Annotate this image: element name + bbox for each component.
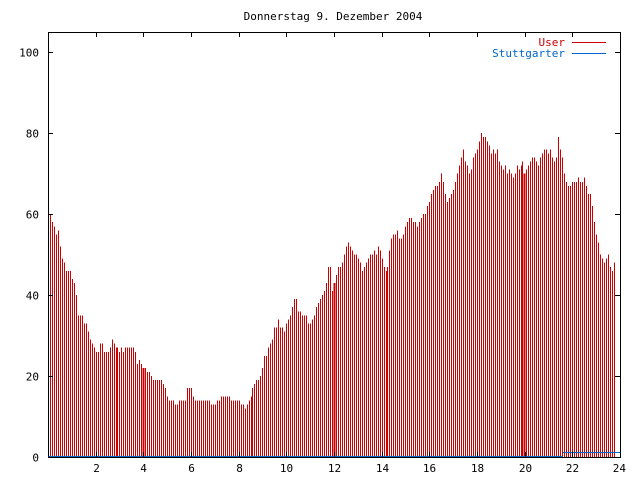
y-tick-label: 40 xyxy=(26,290,39,303)
y-tick-label: 0 xyxy=(32,452,39,465)
chart-title: Donnerstag 9. Dezember 2004 xyxy=(244,10,423,23)
x-tick-label: 4 xyxy=(140,462,147,475)
x-tick-label: 10 xyxy=(280,462,293,475)
x-tick-label: 24 xyxy=(613,462,627,475)
x-tick-label: 22 xyxy=(566,462,579,475)
y-tick-label: 80 xyxy=(26,128,39,141)
x-tick-label: 12 xyxy=(328,462,341,475)
x-tick-label: 6 xyxy=(188,462,195,475)
x-tick-label: 14 xyxy=(376,462,390,475)
legend: User Stuttgarter xyxy=(492,36,606,60)
bar-series-user xyxy=(48,133,615,457)
x-tick-label: 18 xyxy=(471,462,484,475)
y-tick-label: 100 xyxy=(19,47,39,60)
x-tick-label: 2 xyxy=(93,462,100,475)
legend-label-stuttgarter: Stuttgarter xyxy=(492,47,565,60)
y-tick-label: 60 xyxy=(26,209,39,222)
x-tick-label: 16 xyxy=(423,462,436,475)
x-tick-label: 8 xyxy=(236,462,243,475)
x-axis: 2 4 6 8 10 12 14 16 18 20 22 24 xyxy=(93,32,626,475)
x-tick-label: 20 xyxy=(519,462,532,475)
y-axis: 0 20 40 60 80 100 xyxy=(19,47,620,465)
legend-label-user: User xyxy=(539,36,566,49)
y-tick-label: 20 xyxy=(26,371,39,384)
